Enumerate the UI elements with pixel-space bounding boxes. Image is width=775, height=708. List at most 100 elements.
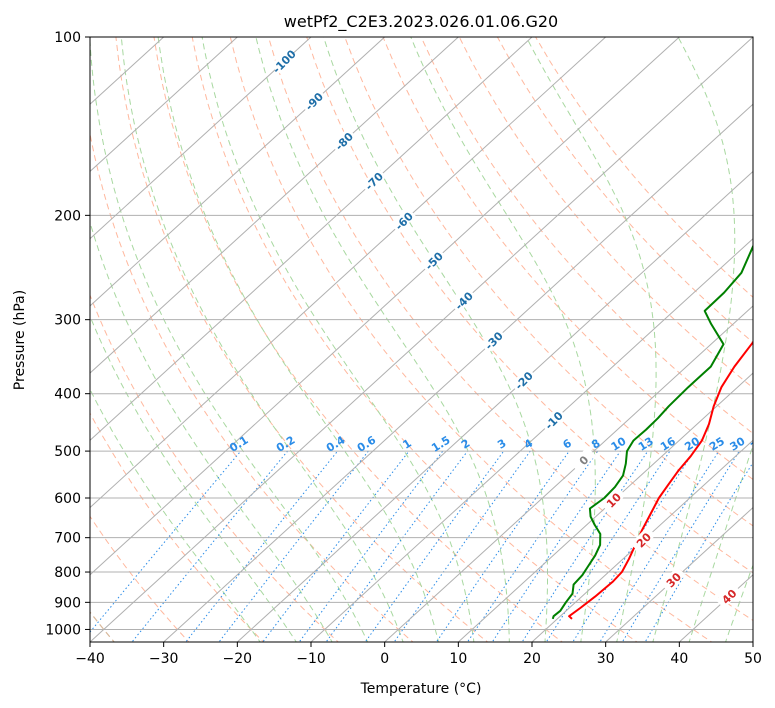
mixing-ratio-label: 0.2 xyxy=(274,433,297,454)
dry-adiabat-line xyxy=(115,37,489,642)
mixing-ratio-label: 0.1 xyxy=(227,433,250,454)
dry-adiabat-line xyxy=(90,131,414,642)
isotherm-line xyxy=(384,305,753,642)
mixing-ratio-line xyxy=(572,450,695,642)
dry-adiabat-line xyxy=(382,37,753,481)
isotherm-label-bg xyxy=(600,486,626,513)
isotherm-label-bg xyxy=(660,566,686,592)
dewpoint-trace xyxy=(551,243,753,620)
mixing-ratio-line xyxy=(466,450,599,642)
dry-adiabat-line xyxy=(420,37,753,435)
mixing-ratio-line xyxy=(393,450,531,642)
y-tick-label: 1000 xyxy=(45,622,81,638)
y-tick-label: 200 xyxy=(54,208,81,224)
isotherm-line xyxy=(605,506,753,642)
isotherm-label-bg xyxy=(360,167,387,194)
mixing-ratio-line xyxy=(491,450,621,642)
isotherm-line xyxy=(90,37,680,576)
y-tick-label: 700 xyxy=(54,531,81,547)
mixing-ratio-line xyxy=(521,450,649,642)
isotherm-line xyxy=(163,103,753,642)
isotherm-label-bg xyxy=(570,446,596,473)
mixing-ratio-line xyxy=(435,450,570,642)
temperature-trace xyxy=(568,340,753,620)
mixing-ratio-line xyxy=(621,450,740,642)
moist-adiabat-line xyxy=(120,37,404,642)
x-tick-label: −40 xyxy=(75,651,105,667)
mixing-ratio-label: 6 xyxy=(561,436,575,451)
isotherm-line xyxy=(457,372,753,642)
x-tick-label: 50 xyxy=(744,651,762,667)
sounding-traces xyxy=(551,243,753,620)
mixing-ratio-label: 2 xyxy=(459,437,472,452)
x-tick-label: −20 xyxy=(223,651,253,667)
isotherm-line xyxy=(90,37,459,374)
mixing-ratio-label: 8 xyxy=(589,437,602,452)
mixing-ratio-line xyxy=(218,450,369,642)
isotherm-label-bg xyxy=(715,583,742,609)
isotherm-label-bg xyxy=(540,407,566,433)
y-axis-label: Pressure (hPa) xyxy=(12,290,28,390)
isotherm-label-bg xyxy=(330,127,357,154)
isotherms xyxy=(90,37,753,642)
x-tick-label: −10 xyxy=(296,651,326,667)
x-tick-label: 20 xyxy=(523,651,541,667)
isotherm-label-bg xyxy=(450,287,476,313)
x-tick-label: 10 xyxy=(449,651,467,667)
isotherm-label-bg xyxy=(270,48,297,74)
dry-adiabat-line xyxy=(191,37,638,642)
chart-title: wetPf2_C2E3.2023.026.01.06.G20 xyxy=(284,12,558,32)
mixing-ratio-label: 1.5 xyxy=(429,433,452,454)
dry-adiabat-line xyxy=(344,37,753,527)
isotherm-line xyxy=(310,237,753,642)
mixing-ratio-line xyxy=(262,450,410,642)
x-tick-label: −30 xyxy=(149,651,179,667)
mixing-ratio-label: 3 xyxy=(495,437,508,452)
mixing-ratio-line xyxy=(545,450,671,642)
moist-adiabat-line xyxy=(323,37,548,642)
y-tick-label: 100 xyxy=(54,30,81,46)
moist-adiabat-line xyxy=(157,37,440,642)
dry-adiabat-line xyxy=(496,37,753,344)
moist-adiabat-line xyxy=(725,563,753,642)
isotherm-label-bg xyxy=(480,327,506,353)
y-tick-label: 900 xyxy=(54,595,81,611)
mixing-ratio-line xyxy=(90,450,242,633)
dry-adiabat-line xyxy=(229,37,713,642)
y-tick-label: 400 xyxy=(54,387,81,403)
moist-adiabat-line xyxy=(90,220,333,642)
x-axis-label: Temperature (°C) xyxy=(360,681,482,697)
plot-area: 0.1 0.2 0.4 0.6 1 1.5 2 3 4 6 8 10 13 16 20 25 30 36 -100… xyxy=(90,37,768,642)
moist-adiabat-line xyxy=(90,37,369,642)
dry-adiabat-line xyxy=(153,37,564,642)
dry-adiabats xyxy=(90,37,753,642)
isotherm-label-bg xyxy=(300,87,327,114)
mixing-ratio-line xyxy=(364,450,505,642)
y-axis-ticks: 100 200 300 400 500 600 700 800 900 1000 xyxy=(45,30,90,638)
isotherm-label-bg xyxy=(420,247,446,273)
moist-adiabat-line xyxy=(688,443,753,642)
isotherm-label-bg xyxy=(390,207,416,234)
moist-adiabat-line xyxy=(201,37,475,642)
isotherm-line xyxy=(90,37,238,173)
y-tick-label: 500 xyxy=(54,444,81,460)
mixing-ratio-line xyxy=(599,450,720,642)
plot-frame xyxy=(89,36,754,643)
isotherm-line xyxy=(90,37,533,442)
isotherm-line xyxy=(236,170,753,642)
x-tick-label: 0 xyxy=(380,651,389,667)
dry-adiabat-line xyxy=(458,37,753,389)
x-tick-label: 40 xyxy=(670,651,688,667)
x-axis-ticks: −40 −30 −20 −10 0 10 20 30 40 50 xyxy=(75,642,762,667)
mixing-ratio-line xyxy=(325,450,468,642)
mixing-ratio-label: 36 xyxy=(748,434,768,453)
isotherm-label-bg xyxy=(630,526,656,553)
dry-adiabat-line xyxy=(90,293,339,642)
isotherm-line xyxy=(90,37,753,642)
dry-adiabat-line xyxy=(535,37,753,298)
mixing-ratio-line xyxy=(644,461,753,642)
x-tick-label: 30 xyxy=(597,651,615,667)
y-tick-label: 600 xyxy=(54,491,81,507)
